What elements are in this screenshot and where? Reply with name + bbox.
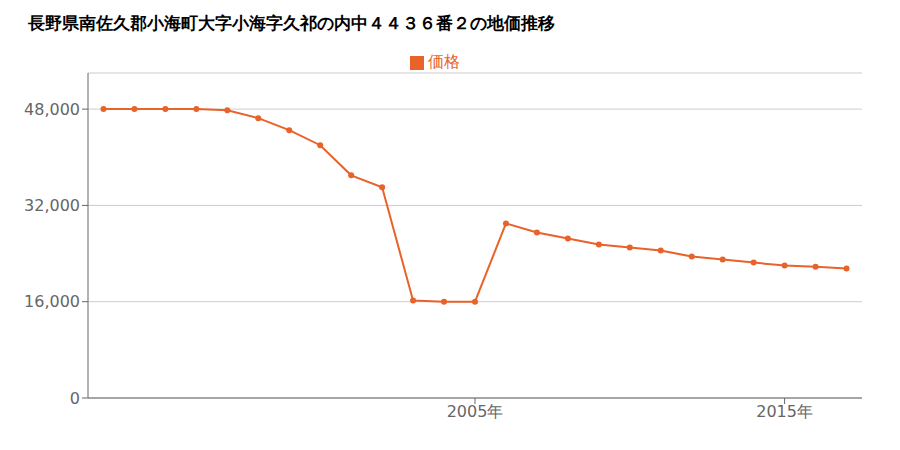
svg-text:0: 0 [70, 389, 80, 408]
svg-text:32,000: 32,000 [24, 196, 80, 215]
svg-text:2015年: 2015年 [756, 402, 813, 421]
svg-text:16,000: 16,000 [24, 292, 80, 311]
svg-text:2005年: 2005年 [447, 402, 504, 421]
html-text:長野県南佐久郡小海町大字小海字久祁の内中４４３６番２の地価推: 長野県南佐久郡小海町大字小海字久祁の内中４４３６番２の地価推移 [28, 13, 555, 33]
html-text:価格: 価格 [428, 52, 460, 71]
svg-text:48,000: 48,000 [24, 100, 80, 119]
